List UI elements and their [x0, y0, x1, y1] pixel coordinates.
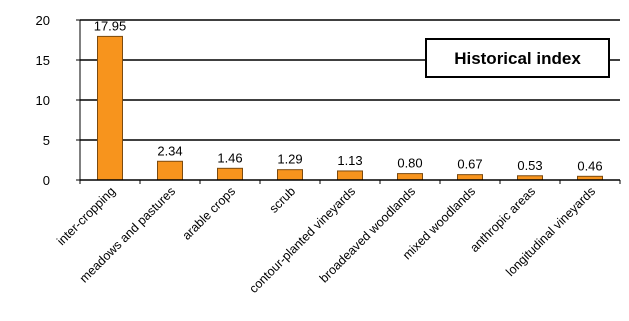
category-label-0: inter-cropping [54, 184, 118, 248]
y-tick-labels: 0 5 10 15 20 [36, 13, 50, 188]
gridlines [80, 19, 620, 141]
y-tick-label-15: 15 [36, 53, 50, 68]
category-label-2: arable crops [180, 184, 239, 243]
y-tick-label-5: 5 [43, 133, 50, 148]
bar-0 [97, 35, 123, 181]
bar-1 [157, 160, 183, 181]
bar-5 [397, 173, 423, 181]
data-labels: 17.95 2.34 1.46 1.29 1.13 0.80 0.67 0.53 0.46 [94, 18, 603, 173]
data-label-0: 17.95 [94, 18, 127, 33]
y-tick-label-10: 10 [36, 93, 50, 108]
data-label-8: 0.46 [577, 158, 602, 173]
data-label-3: 1.29 [277, 152, 302, 167]
chart-title-frame [425, 38, 610, 78]
category-label-3: scrub [267, 184, 299, 216]
bar-4 [337, 170, 363, 181]
chart-title-box: Historical index [425, 38, 610, 78]
axes [76, 19, 621, 184]
bar-6 [457, 174, 483, 181]
data-label-5: 0.80 [397, 156, 422, 171]
data-label-7: 0.53 [517, 158, 542, 173]
data-label-4: 1.13 [337, 153, 362, 168]
data-label-2: 1.46 [217, 150, 242, 165]
bar-2 [217, 167, 243, 181]
data-label-6: 0.67 [457, 157, 482, 172]
chart-title: Historical index [454, 49, 581, 68]
data-label-1: 2.34 [157, 143, 182, 158]
category-label-4: contour-planted vineyards [247, 184, 359, 296]
y-tick-label-20: 20 [36, 13, 50, 28]
y-tick-label-0: 0 [43, 173, 50, 188]
bar-3 [277, 169, 303, 181]
